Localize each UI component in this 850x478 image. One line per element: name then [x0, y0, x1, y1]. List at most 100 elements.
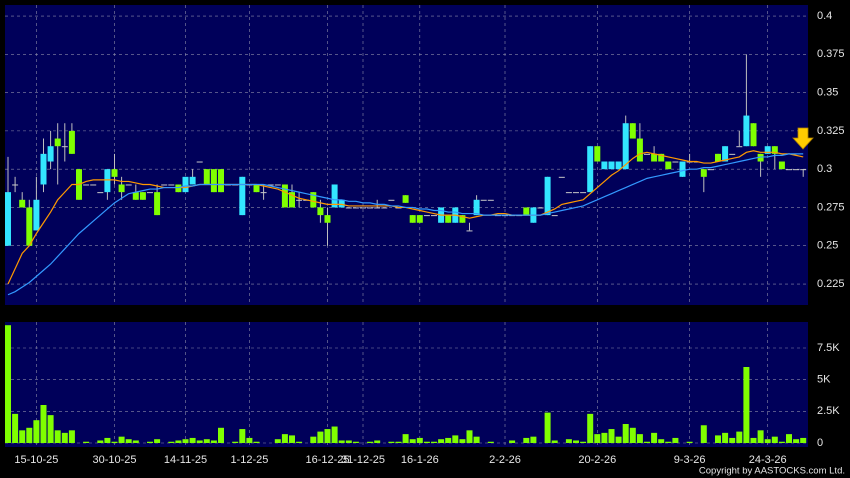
- volume-bar: [47, 415, 54, 443]
- candle-body: [26, 207, 33, 246]
- candle-body: [381, 207, 388, 209]
- candle-body: [736, 146, 743, 148]
- volume-bar: [289, 435, 295, 443]
- volume-panel: [5, 322, 808, 447]
- volume-bar: [338, 440, 345, 443]
- y-tick-label: 2.5K: [817, 405, 840, 417]
- candle-body: [253, 184, 260, 193]
- candle-body: [601, 161, 608, 170]
- candle-body: [431, 215, 437, 217]
- y-tick-label: 5K: [817, 374, 831, 386]
- volume-bar: [665, 441, 672, 443]
- volume-bar: [608, 429, 615, 443]
- volume-bar: [743, 367, 750, 443]
- volume-bar: [104, 437, 111, 443]
- x-tick-label: 2-2-26: [489, 454, 521, 466]
- candle-body: [786, 169, 792, 171]
- volume-bar: [423, 441, 430, 443]
- candle-body: [239, 176, 246, 216]
- volume-bar: [729, 437, 736, 443]
- volume-bar: [182, 439, 189, 443]
- candle-body: [132, 192, 139, 200]
- x-tick-label: 9-3-26: [674, 454, 706, 466]
- volume-bar: [509, 440, 516, 443]
- volume-bar: [395, 441, 402, 443]
- volume-bar: [331, 426, 338, 443]
- candle-body: [196, 161, 203, 163]
- candle-body: [324, 215, 331, 223]
- candle-body: [537, 207, 544, 209]
- candle-body: [416, 215, 423, 223]
- volume-bar: [629, 427, 636, 443]
- candle-body: [629, 123, 636, 139]
- candle-body: [147, 192, 153, 194]
- volume-bar: [757, 430, 764, 443]
- candle-body: [19, 199, 26, 208]
- y-tick-label: 0.375: [817, 48, 845, 60]
- candle-body: [61, 146, 68, 148]
- candle-body: [707, 169, 714, 171]
- volume-bar: [281, 434, 288, 443]
- candle-body: [715, 153, 721, 162]
- candle-body: [480, 199, 487, 201]
- volume-bar: [33, 420, 40, 443]
- candle-body: [729, 153, 736, 155]
- candle-body: [665, 161, 672, 170]
- volume-bar: [118, 436, 125, 443]
- x-tick-label: 24-3-26: [749, 454, 787, 466]
- candle-body: [423, 215, 430, 217]
- candle-body: [5, 192, 11, 246]
- volume-bar: [651, 432, 658, 443]
- volume-bar: [587, 413, 594, 443]
- candle-body: [800, 169, 807, 171]
- volume-bar: [274, 439, 281, 443]
- volume-bar: [778, 441, 785, 443]
- candle-body: [104, 169, 111, 193]
- volume-bar: [196, 440, 203, 443]
- volume-bar: [452, 435, 459, 443]
- volume-bar: [594, 434, 601, 443]
- x-tick-label: 16-1-26: [401, 454, 439, 466]
- marker-arrow: [792, 127, 814, 150]
- volume-bar: [374, 440, 381, 443]
- volume-bar: [764, 439, 771, 443]
- y-tick-label: 7.5K: [817, 342, 840, 354]
- volume-bar: [544, 412, 551, 443]
- candle-body: [154, 192, 161, 216]
- candle-body: [544, 176, 551, 216]
- candle-body: [210, 169, 217, 193]
- candle-body: [317, 207, 324, 216]
- candle-body: [608, 161, 615, 170]
- candle-body: [778, 161, 785, 170]
- volume-bar: [168, 441, 175, 443]
- volume-bar: [367, 441, 374, 443]
- candle-body: [218, 169, 224, 193]
- candle-body: [757, 153, 764, 162]
- volume-bar: [686, 441, 693, 443]
- candle-body: [388, 199, 395, 201]
- volume-bar: [189, 437, 196, 443]
- candle-body: [40, 153, 47, 185]
- candle-body: [594, 146, 601, 162]
- volume-bar: [232, 441, 239, 443]
- volume-bar: [175, 440, 182, 443]
- candle-body: [402, 195, 409, 203]
- candle-body: [296, 199, 303, 201]
- volume-bar: [97, 440, 104, 443]
- volume-bar: [715, 435, 721, 443]
- x-tick-label: 1-12-25: [230, 454, 268, 466]
- candle-body: [338, 199, 345, 208]
- candle-body: [33, 199, 40, 231]
- candle-body: [310, 192, 317, 208]
- volume-bar: [615, 436, 622, 443]
- candle-body: [587, 146, 594, 193]
- candle-body: [374, 207, 381, 209]
- volume-bar: [345, 440, 352, 443]
- volume-bar: [431, 441, 437, 443]
- volume-bar: [239, 429, 246, 443]
- candle-body: [345, 207, 352, 209]
- candle-body: [12, 184, 19, 186]
- moving-average-line: [7, 153, 804, 296]
- candle-body: [750, 123, 757, 147]
- volume-bar: [324, 429, 331, 443]
